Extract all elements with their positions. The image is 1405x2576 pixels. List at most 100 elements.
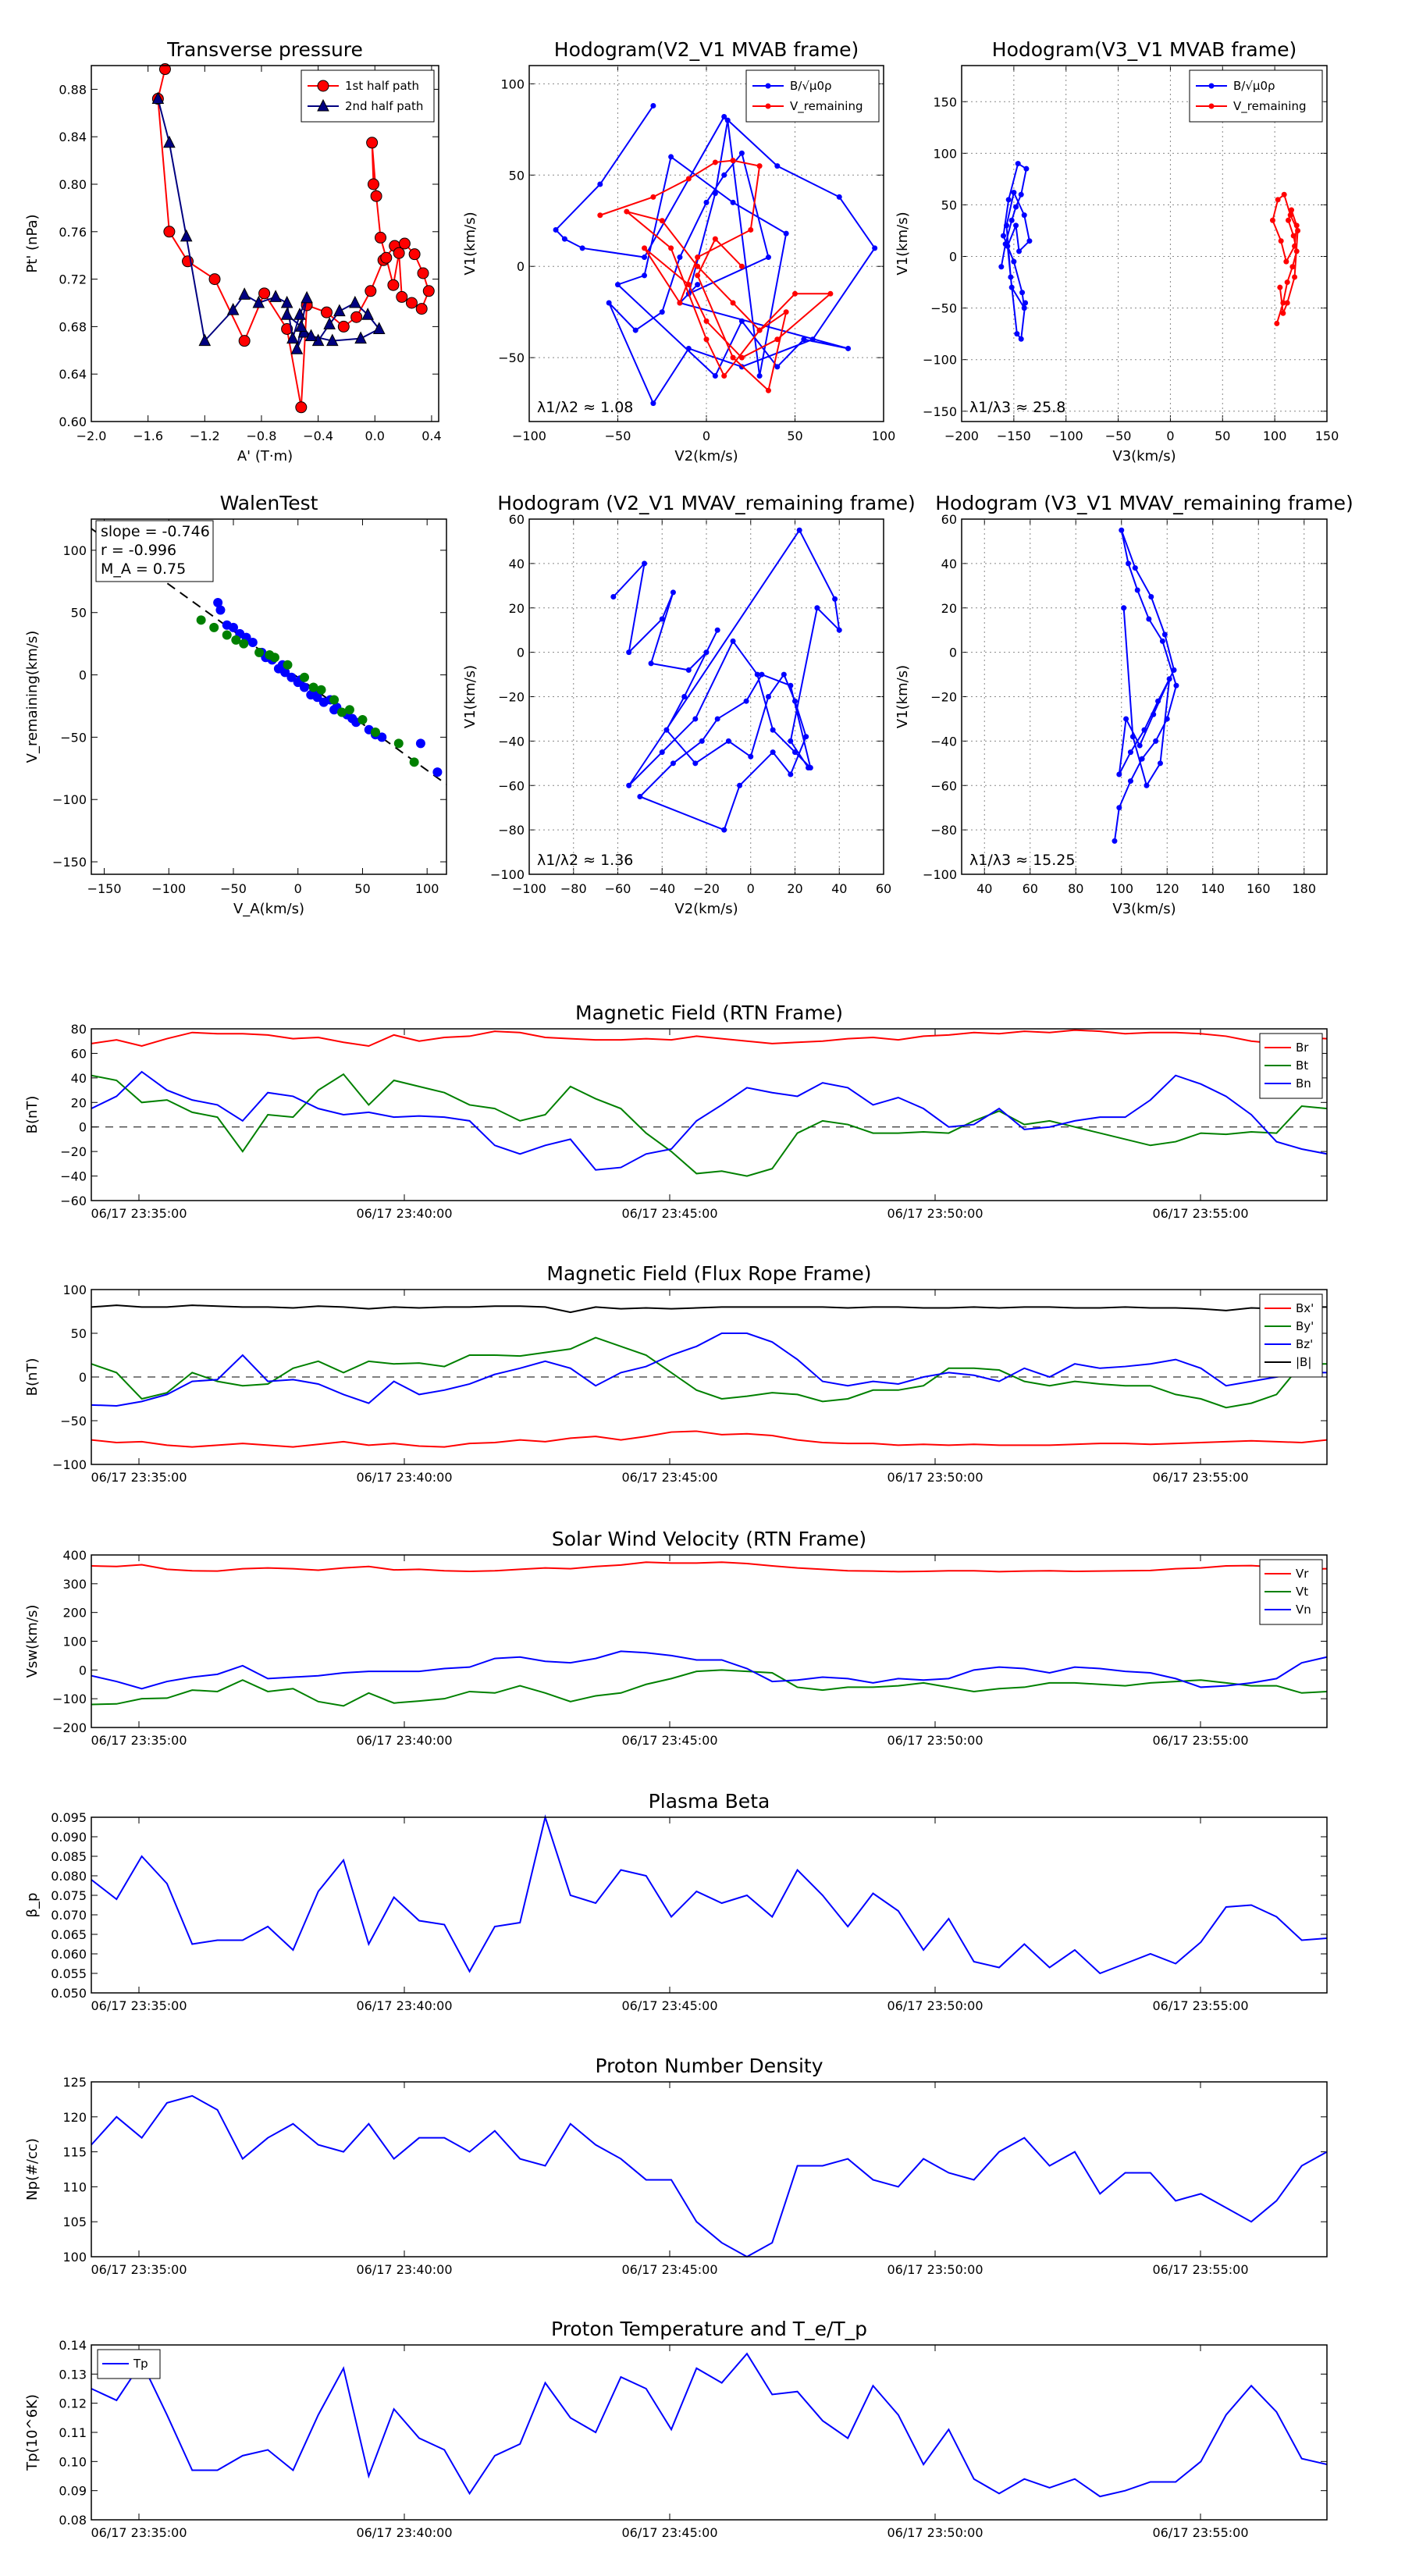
y-tick-label: 115: [62, 2145, 87, 2160]
legend-label: Vt: [1296, 1585, 1308, 1599]
data-point: [648, 660, 654, 667]
legend: B/√μ0ρ V_remaining: [1189, 69, 1323, 123]
data-point: [1164, 716, 1170, 722]
data-point: [325, 333, 339, 347]
data-point: [283, 660, 293, 670]
x-tick-label: −100: [151, 881, 186, 896]
plot-frame: [528, 518, 884, 875]
data-point: [642, 560, 648, 567]
data-point: [765, 103, 771, 109]
data-point: [650, 400, 656, 407]
y-tick-label: −40: [60, 1169, 87, 1184]
y-tick-label: 400: [62, 1548, 87, 1563]
x-tick-label: −60: [605, 881, 631, 896]
x-tick-label: 100: [872, 429, 896, 443]
data-point: [304, 329, 318, 342]
chart-title: Transverse pressure: [166, 38, 363, 61]
data-point: [387, 279, 400, 291]
y-tick-label: −60: [930, 778, 957, 793]
data-point: [354, 331, 367, 344]
x-axis-label: V_A(km/s): [233, 901, 304, 917]
y-tick-label: 0.080: [51, 1869, 87, 1884]
data-point: [642, 272, 648, 279]
data-point: [809, 336, 816, 343]
data-point: [408, 248, 421, 261]
x-tick-label: 140: [1200, 881, 1225, 896]
chart-title: Hodogram (V3_V1 MVAV_remaining frame): [935, 492, 1353, 514]
y-axis-label: Tp(10^6K): [24, 2394, 41, 2471]
y-tick-label: 0.13: [59, 2367, 87, 2382]
data-point: [814, 605, 820, 611]
y-axis-label: V1(km/s): [895, 665, 911, 728]
eigen-ratio: λ1/λ3 ≈ 25.8: [969, 399, 1065, 416]
data-point: [1166, 676, 1172, 682]
series-V_remaining: [1269, 191, 1301, 326]
x-tick-label: 06/17 23:35:00: [91, 1998, 187, 2013]
x-tick-label: −1.6: [133, 429, 163, 443]
data-point: [1290, 233, 1297, 239]
x-tick-label: −200: [944, 429, 979, 443]
plot-frame: [91, 65, 439, 422]
data-point: [158, 63, 171, 76]
data-point: [1023, 165, 1030, 172]
y-tick-label: 0.060: [51, 1947, 87, 1962]
legend-label: Bt: [1296, 1059, 1308, 1073]
data-point: [347, 713, 357, 724]
x-tick-label: 06/17 23:40:00: [356, 2262, 452, 2277]
y-axis-label: V1(km/s): [895, 212, 911, 275]
y-tick-label: 0.075: [51, 1888, 87, 1903]
data-point: [329, 705, 340, 715]
plasma_beta-panel: Plasma Beta 0.050 0.055 0.060 0.065 0.070 0.07…: [24, 1790, 1328, 2013]
legend-label: 2nd half path: [345, 99, 423, 113]
x-tick-label: 150: [1315, 429, 1339, 443]
x-tick-label: −1.2: [190, 429, 220, 443]
data-point: [280, 308, 293, 320]
data-point: [1284, 300, 1290, 306]
data-point: [845, 345, 852, 351]
data-point: [725, 738, 731, 744]
x-tick-label: 06/17 23:55:00: [1152, 1998, 1248, 2013]
x-tick-label: −0.8: [247, 429, 277, 443]
data-point: [765, 83, 771, 89]
data-point: [301, 290, 313, 304]
data-point: [1278, 238, 1284, 244]
data-point: [748, 753, 754, 760]
y-tick-label: 50: [941, 197, 957, 212]
plot-frame: [91, 1816, 1328, 1994]
y-tick-label: 125: [62, 2075, 87, 2090]
data-point: [393, 738, 404, 749]
data-point: [317, 98, 329, 112]
data-point: [1280, 310, 1286, 316]
legend-label: V_remaining: [790, 99, 863, 114]
x-tick-label: 20: [787, 881, 802, 896]
series-Tp: [91, 2352, 1328, 2498]
y-tick-label: 150: [933, 94, 957, 109]
data-point: [1159, 638, 1165, 644]
x-tick-label: −100: [512, 881, 546, 896]
x-tick-label: 06/17 23:50:00: [887, 1470, 983, 1485]
stats-line: slope = -0.746: [101, 523, 210, 540]
data-point: [695, 254, 701, 261]
data-point: [308, 682, 318, 692]
series-2nd half path: [151, 91, 386, 354]
data-point: [432, 767, 443, 777]
x-axis-label: V3(km/s): [1112, 901, 1176, 917]
data-point: [300, 672, 309, 682]
y-axis-label: V1(km/s): [462, 665, 478, 728]
data-point: [215, 605, 226, 615]
y-tick-label: 0: [949, 646, 957, 660]
series-line: [1113, 529, 1177, 841]
walen_test-panel: WalenTest −150 −100 −50 0 50 100 V_A(km/s) −150 −…: [24, 492, 447, 917]
y-tick-label: 0.085: [51, 1849, 87, 1864]
x-tick-label: 0: [294, 881, 302, 896]
x-tick-label: 06/17 23:40:00: [356, 2525, 452, 2540]
y-tick-label: 0.065: [51, 1927, 87, 1942]
data-point: [1112, 838, 1118, 844]
data-point: [626, 649, 632, 656]
y-tick-label: 50: [71, 1326, 87, 1341]
data-point: [1019, 290, 1026, 296]
y-tick-label: 0.11: [59, 2425, 87, 2440]
plot-frame: [91, 1028, 1328, 1201]
y-tick-label: 0: [517, 259, 525, 274]
data-point: [1275, 197, 1281, 203]
